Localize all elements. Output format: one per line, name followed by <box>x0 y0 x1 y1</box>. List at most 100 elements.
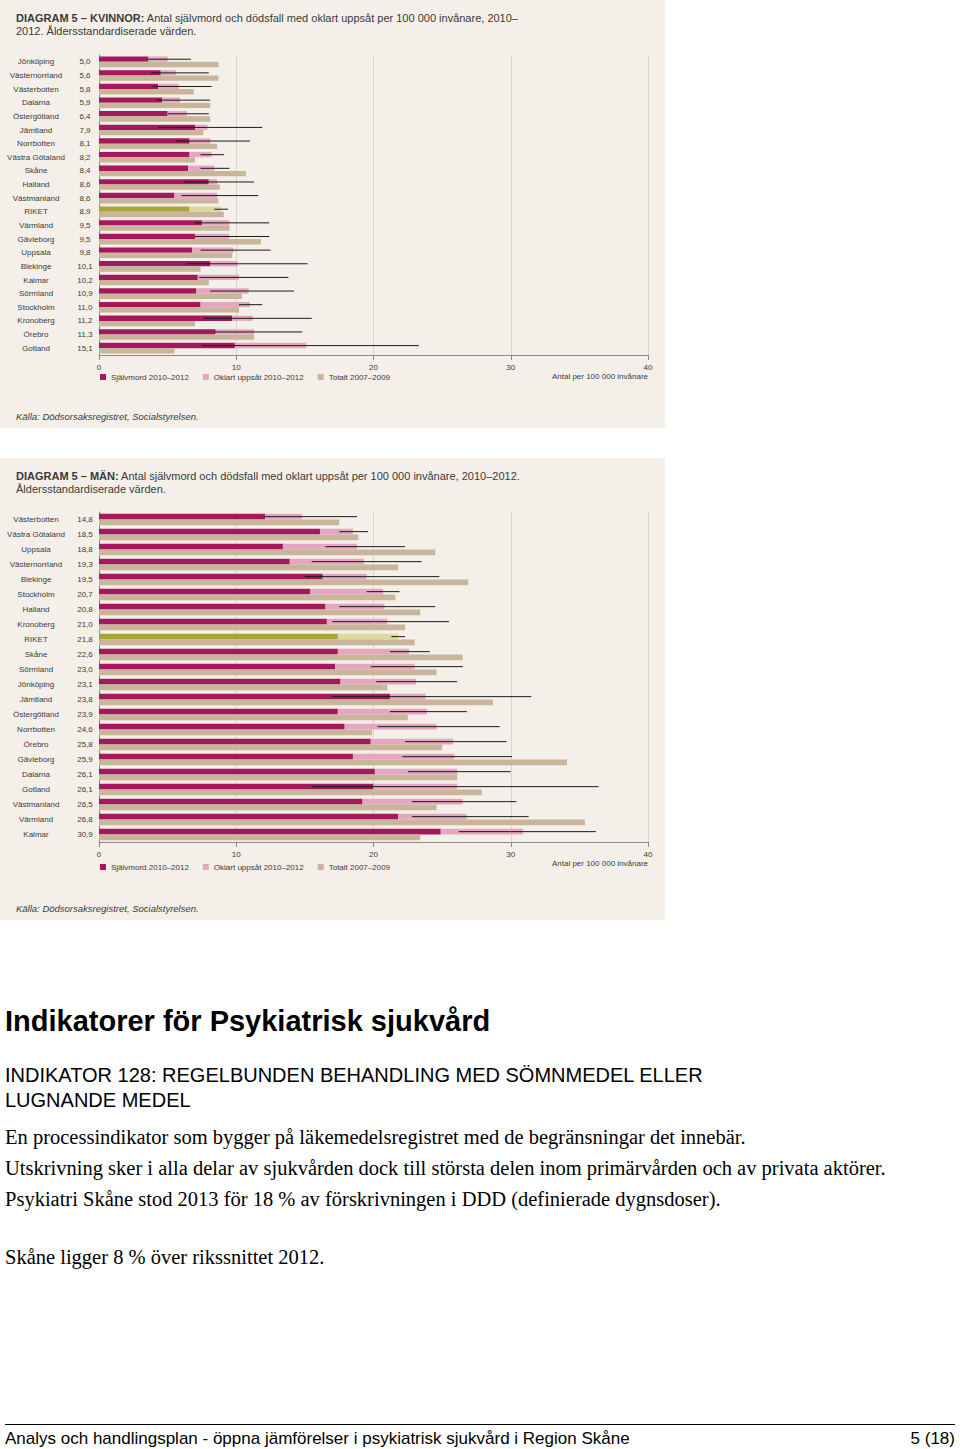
svg-text:Kronoberg: Kronoberg <box>17 620 54 629</box>
svg-text:Norrbotten: Norrbotten <box>17 139 55 148</box>
svg-text:20,7: 20,7 <box>77 590 93 599</box>
svg-text:Östergötland: Östergötland <box>13 112 59 121</box>
svg-text:21,8: 21,8 <box>77 635 93 644</box>
svg-text:10: 10 <box>232 363 241 372</box>
svg-text:Antal per 100 000 invånare: Antal per 100 000 invånare <box>552 859 649 868</box>
svg-text:0: 0 <box>97 363 102 372</box>
svg-text:Västmanland: Västmanland <box>13 800 60 809</box>
svg-text:Blekinge: Blekinge <box>21 575 52 584</box>
svg-text:Östergötland: Östergötland <box>13 710 59 719</box>
svg-text:Antal per 100 000 invånare: Antal per 100 000 invånare <box>552 372 649 381</box>
svg-text:18,5: 18,5 <box>77 530 93 539</box>
svg-text:24,6: 24,6 <box>77 725 93 734</box>
svg-text:23,9: 23,9 <box>77 710 93 719</box>
svg-text:15,1: 15,1 <box>77 344 93 353</box>
svg-text:Värmland: Värmland <box>19 815 53 824</box>
svg-text:22,6: 22,6 <box>77 650 93 659</box>
svg-text:26,5: 26,5 <box>77 800 93 809</box>
svg-text:Självmord 2010–2012: Självmord 2010–2012 <box>111 863 189 872</box>
svg-text:19,3: 19,3 <box>77 560 93 569</box>
svg-text:Uppsala: Uppsala <box>21 545 51 554</box>
svg-text:Blekinge: Blekinge <box>21 262 52 271</box>
svg-text:Örebro: Örebro <box>24 330 49 339</box>
svg-text:Värmland: Värmland <box>19 221 53 230</box>
svg-text:Gävleborg: Gävleborg <box>18 755 55 764</box>
svg-text:20: 20 <box>369 363 378 372</box>
svg-text:Skåne: Skåne <box>25 166 48 175</box>
svg-text:8,4: 8,4 <box>79 166 91 175</box>
svg-text:23,0: 23,0 <box>77 665 93 674</box>
svg-text:10,9: 10,9 <box>77 289 93 298</box>
svg-text:26,1: 26,1 <box>77 785 93 794</box>
svg-text:5,9: 5,9 <box>79 98 91 107</box>
svg-text:Totalt 2007–2009: Totalt 2007–2009 <box>329 863 391 872</box>
svg-text:Västernorrland: Västernorrland <box>10 560 62 569</box>
svg-text:Norrbotten: Norrbotten <box>17 725 55 734</box>
svg-text:Oklart uppsåt 2010–2012: Oklart uppsåt 2010–2012 <box>214 373 304 382</box>
svg-text:8,1: 8,1 <box>79 139 91 148</box>
svg-text:Jönköping: Jönköping <box>18 680 54 689</box>
svg-text:9,5: 9,5 <box>79 235 91 244</box>
svg-text:Västmanland: Västmanland <box>13 194 60 203</box>
svg-text:25,9: 25,9 <box>77 755 93 764</box>
svg-text:8,2: 8,2 <box>79 153 91 162</box>
svg-text:Gotland: Gotland <box>22 344 50 353</box>
svg-text:5,8: 5,8 <box>79 85 91 94</box>
svg-text:26,8: 26,8 <box>77 815 93 824</box>
svg-text:23,8: 23,8 <box>77 695 93 704</box>
svg-text:Halland: Halland <box>22 605 49 614</box>
svg-text:Jämtland: Jämtland <box>20 695 52 704</box>
svg-text:RIKET: RIKET <box>24 635 48 644</box>
svg-text:9,5: 9,5 <box>79 221 91 230</box>
svg-text:6,4: 6,4 <box>79 112 91 121</box>
svg-text:10,2: 10,2 <box>77 276 93 285</box>
svg-text:8,6: 8,6 <box>79 180 91 189</box>
svg-text:26,1: 26,1 <box>77 770 93 779</box>
svg-text:30,9: 30,9 <box>77 830 93 839</box>
svg-text:Västernorrland: Västernorrland <box>10 71 62 80</box>
svg-text:Västerbotten: Västerbotten <box>13 85 58 94</box>
svg-text:40: 40 <box>644 363 653 372</box>
svg-text:8,6: 8,6 <box>79 194 91 203</box>
svg-text:25,8: 25,8 <box>77 740 93 749</box>
svg-text:0: 0 <box>97 850 102 859</box>
svg-text:Skåne: Skåne <box>25 650 48 659</box>
svg-text:Kalmar: Kalmar <box>23 276 49 285</box>
svg-text:Örebro: Örebro <box>24 740 49 749</box>
svg-text:Kalmar: Kalmar <box>23 830 49 839</box>
svg-text:Oklart uppsåt 2010–2012: Oklart uppsåt 2010–2012 <box>214 863 304 872</box>
svg-text:30: 30 <box>506 850 515 859</box>
svg-text:5,0: 5,0 <box>79 57 91 66</box>
svg-text:11,3: 11,3 <box>78 330 94 339</box>
svg-text:Gävleborg: Gävleborg <box>18 235 55 244</box>
svg-text:8,9: 8,9 <box>79 207 91 216</box>
svg-text:11,0: 11,0 <box>78 303 94 312</box>
svg-text:Halland: Halland <box>22 180 49 189</box>
svg-text:23,1: 23,1 <box>77 680 93 689</box>
svg-text:21,0: 21,0 <box>77 620 93 629</box>
svg-text:10: 10 <box>232 850 241 859</box>
svg-text:Jämtland: Jämtland <box>20 126 52 135</box>
svg-text:7,9: 7,9 <box>79 126 91 135</box>
svg-text:Dalarna: Dalarna <box>22 98 51 107</box>
svg-text:5,6: 5,6 <box>79 71 91 80</box>
svg-text:Stockholm: Stockholm <box>17 590 55 599</box>
svg-text:Sörmland: Sörmland <box>19 665 53 674</box>
svg-text:Totalt 2007–2009: Totalt 2007–2009 <box>329 373 391 382</box>
svg-text:Västra Götaland: Västra Götaland <box>7 153 65 162</box>
svg-text:Jönköping: Jönköping <box>18 57 54 66</box>
svg-text:30: 30 <box>506 363 515 372</box>
svg-text:18,8: 18,8 <box>77 545 93 554</box>
svg-text:Västerbotten: Västerbotten <box>13 515 58 524</box>
svg-text:14,8: 14,8 <box>77 515 93 524</box>
svg-text:Dalarna: Dalarna <box>22 770 51 779</box>
svg-text:Kronoberg: Kronoberg <box>17 316 54 325</box>
svg-text:20: 20 <box>369 850 378 859</box>
svg-text:Västra Götaland: Västra Götaland <box>7 530 65 539</box>
svg-text:Uppsala: Uppsala <box>21 248 51 257</box>
svg-text:Självmord 2010–2012: Självmord 2010–2012 <box>111 373 189 382</box>
svg-text:40: 40 <box>644 850 653 859</box>
svg-text:9,8: 9,8 <box>79 248 91 257</box>
svg-text:RIKET: RIKET <box>24 207 48 216</box>
svg-text:19,5: 19,5 <box>77 575 93 584</box>
